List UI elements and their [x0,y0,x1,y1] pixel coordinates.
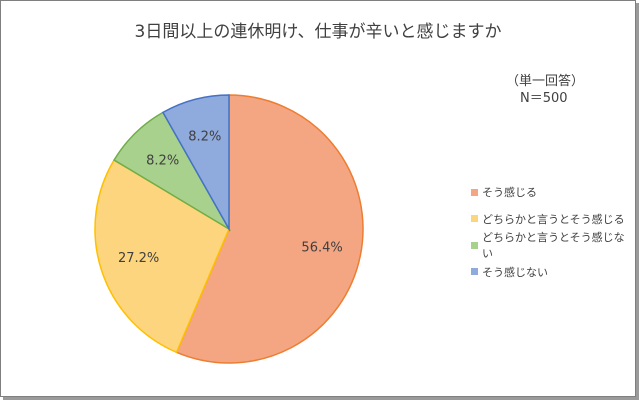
legend-label-2: どちらかと言うとそう感じない [482,231,625,261]
legend-swatch-0 [471,188,478,196]
legend-label-0: そう感じる [482,186,537,200]
sample-size-label: N＝500 [520,91,568,106]
pie-slice-1 [94,159,230,354]
sample-note: （単一回答） N＝500 [506,73,616,107]
pie-slice-0 [175,94,364,364]
legend: そう感じる どちらかと言うとそう感じる どちらかと言うとそう感じない そう感じな… [471,179,635,285]
legend-label-3: そう感じない [482,265,548,279]
data-label-3: 8.2% [188,130,221,145]
legend-item-2: どちらかと言うとそう感じない [471,231,635,261]
legend-item-0: そう感じる [471,179,635,206]
pie-chart: 56.4% 27.2% 8.2% 8.2% [94,94,364,364]
chart-title: 3日間以上の連休明け、仕事が辛いと感じますか [134,22,502,42]
legend-swatch-3 [471,268,478,276]
legend-item-3: そう感じない [471,259,635,286]
data-label-2: 8.2% [146,153,179,168]
legend-swatch-1 [471,215,478,223]
data-label-1: 27.2% [118,251,159,266]
legend-swatch-2 [471,241,478,249]
legend-label-1: どちらかと言うとそう感じる [482,212,625,226]
answer-type-label: （単一回答） [506,74,585,89]
legend-item-1: どちらかと言うとそう感じる [471,206,635,233]
pie-slice-3 [161,94,230,232]
data-label-0: 56.4% [301,240,342,255]
